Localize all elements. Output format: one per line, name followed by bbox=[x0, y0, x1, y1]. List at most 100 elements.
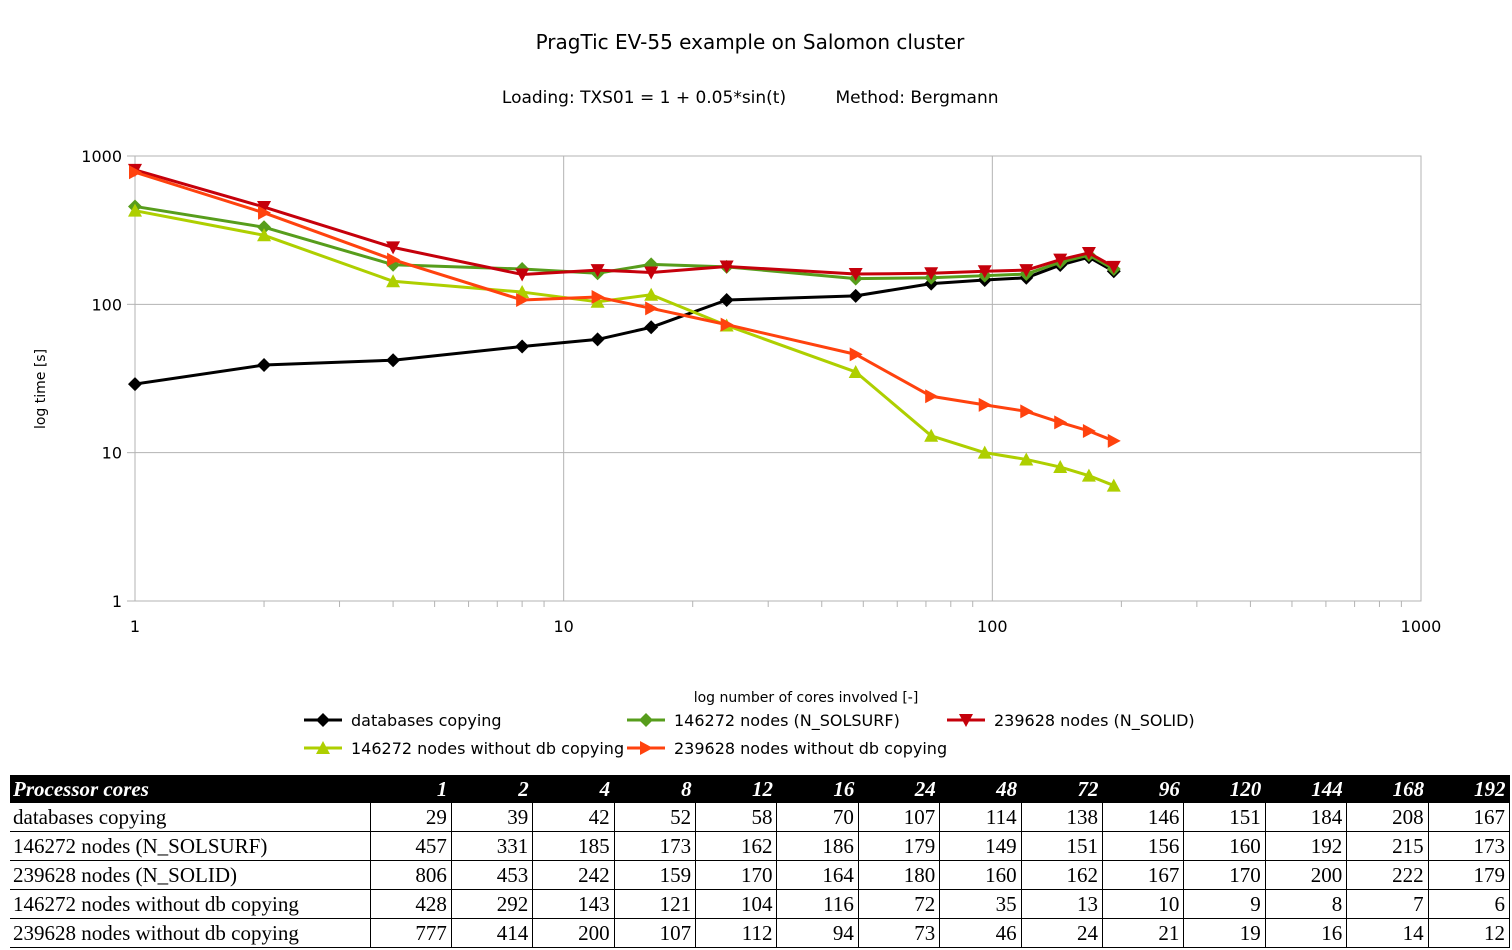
data-point bbox=[1020, 404, 1034, 419]
table-cell: 73 bbox=[857, 918, 940, 948]
table-cell: 162 bbox=[1020, 860, 1103, 890]
table-row: databases copying 29 39 42 52 58 70 107 114 138 14… bbox=[10, 803, 1511, 832]
legend-label: 239628 nodes without db copying bbox=[674, 739, 947, 758]
data-point bbox=[848, 288, 863, 303]
table-row: 146272 nodes without db copying 428 292 143… bbox=[10, 889, 1511, 919]
table-cell: 12 bbox=[1427, 918, 1511, 948]
data-point bbox=[257, 357, 272, 372]
data-point bbox=[925, 389, 939, 404]
data-point bbox=[924, 428, 939, 442]
table-cell: 292 bbox=[450, 889, 533, 919]
table-cell: 121 bbox=[613, 889, 696, 919]
legend-item-4: 146272 nodes without db copying bbox=[304, 739, 624, 758]
legend-marker bbox=[640, 741, 653, 755]
x-tick-label: 1000 bbox=[1401, 617, 1442, 636]
table-cell: 215 bbox=[1346, 831, 1429, 861]
x-tick-label: 100 bbox=[977, 617, 1008, 636]
table-cell: 146 bbox=[1102, 803, 1184, 832]
legend-label: 146272 nodes without db copying bbox=[351, 739, 624, 758]
table-cell: 184 bbox=[1264, 803, 1347, 832]
table-cell: 114 bbox=[939, 803, 1022, 832]
series-line bbox=[134, 168, 1115, 276]
legend-item-1: databases copying bbox=[304, 711, 502, 730]
legend-item-2: 146272 nodes (N_SOLSURF) bbox=[627, 711, 900, 731]
table-cell: 457 bbox=[369, 831, 452, 861]
table-cell: 180 bbox=[857, 860, 940, 890]
table-row: 239628 nodes (N_SOLID) 806 453 242 159 170 164… bbox=[10, 860, 1511, 890]
table-cell: 39 bbox=[450, 803, 533, 832]
x-tick-label: 10 bbox=[553, 617, 573, 636]
table-cell: 16 bbox=[1264, 918, 1347, 948]
table-cell: 428 bbox=[369, 889, 452, 919]
data-point bbox=[848, 364, 863, 378]
table-header-cell: 8 bbox=[614, 775, 696, 803]
legend-item-5: 239628 nodes without db copying bbox=[627, 739, 947, 758]
table-cell: 162 bbox=[695, 831, 777, 861]
data-point bbox=[129, 165, 142, 180]
table-cell: 331 bbox=[450, 831, 533, 861]
table-cell: 208 bbox=[1346, 803, 1429, 832]
data-point bbox=[1054, 415, 1068, 430]
data-point bbox=[849, 347, 863, 362]
legend: databases copying 146272 nodes (N_SOLSURF… bbox=[304, 711, 1195, 758]
data-point bbox=[128, 203, 142, 217]
data-point bbox=[258, 205, 272, 220]
table-row-label: 239628 nodes without db copying bbox=[10, 918, 370, 948]
data-point bbox=[590, 294, 605, 308]
table-cell: 9 bbox=[1183, 889, 1266, 919]
data-point bbox=[977, 265, 992, 279]
legend-marker bbox=[959, 714, 973, 727]
data-point bbox=[257, 228, 272, 242]
data-point bbox=[644, 287, 659, 301]
legend-marker bbox=[639, 713, 653, 727]
table-cell: 112 bbox=[695, 918, 777, 948]
x-axis-label: log number of cores involved [-] bbox=[694, 690, 919, 706]
table-cell: 107 bbox=[857, 803, 940, 832]
data-point bbox=[644, 266, 659, 280]
table-cell: 149 bbox=[939, 831, 1022, 861]
table-cell: 138 bbox=[1020, 803, 1103, 832]
y-tick-label: 1000 bbox=[81, 147, 122, 166]
data-point bbox=[515, 268, 530, 282]
table-cell: 13 bbox=[1020, 889, 1103, 919]
data-point bbox=[719, 260, 734, 274]
data-point bbox=[257, 220, 272, 235]
table-cell: 104 bbox=[695, 889, 777, 919]
series-line bbox=[134, 255, 1115, 386]
data-point bbox=[644, 320, 659, 335]
table-cell: 173 bbox=[613, 831, 696, 861]
chart-subtitle-method: Method: Bergmann bbox=[835, 88, 998, 108]
x-tick-labels: 1 10 100 1000 bbox=[130, 617, 1441, 636]
table-cell: 52 bbox=[613, 803, 696, 832]
table-cell: 185 bbox=[532, 831, 615, 861]
table-cell: 94 bbox=[776, 918, 859, 948]
table-cell: 156 bbox=[1102, 831, 1184, 861]
table-header-cell: 72 bbox=[1021, 775, 1103, 803]
data-point bbox=[645, 301, 659, 316]
table-header-cell: 4 bbox=[532, 775, 615, 803]
table-cell: 160 bbox=[1183, 831, 1266, 861]
series-3 bbox=[128, 163, 1121, 282]
table-header-cell: 192 bbox=[1428, 775, 1510, 803]
legend-item-3: 239628 nodes (N_SOLID) bbox=[947, 711, 1195, 731]
data-point bbox=[1053, 460, 1068, 474]
table-cell: 19 bbox=[1183, 918, 1266, 948]
data-point bbox=[720, 317, 734, 332]
table-header-cell: 12 bbox=[695, 775, 777, 803]
minor-ticks bbox=[127, 155, 1402, 607]
data-point bbox=[591, 290, 605, 305]
table-cell: 58 bbox=[695, 803, 777, 832]
data-point bbox=[1081, 468, 1096, 482]
table-cell: 116 bbox=[776, 889, 859, 919]
table-cell: 29 bbox=[369, 803, 452, 832]
data-point bbox=[719, 292, 734, 307]
table-row-label: 146272 nodes (N_SOLSURF) bbox=[10, 831, 370, 861]
table-cell: 414 bbox=[450, 918, 533, 948]
table-cell: 72 bbox=[857, 889, 940, 919]
table-header-cell: 2 bbox=[451, 775, 533, 803]
table-header-cell: 16 bbox=[776, 775, 859, 803]
table-cell: 46 bbox=[939, 918, 1022, 948]
table-cell: 173 bbox=[1427, 831, 1511, 861]
table-cell: 14 bbox=[1346, 918, 1429, 948]
table-cell: 200 bbox=[1264, 860, 1347, 890]
